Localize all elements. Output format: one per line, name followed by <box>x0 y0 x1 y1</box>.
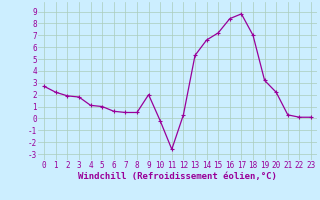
X-axis label: Windchill (Refroidissement éolien,°C): Windchill (Refroidissement éolien,°C) <box>78 172 277 181</box>
